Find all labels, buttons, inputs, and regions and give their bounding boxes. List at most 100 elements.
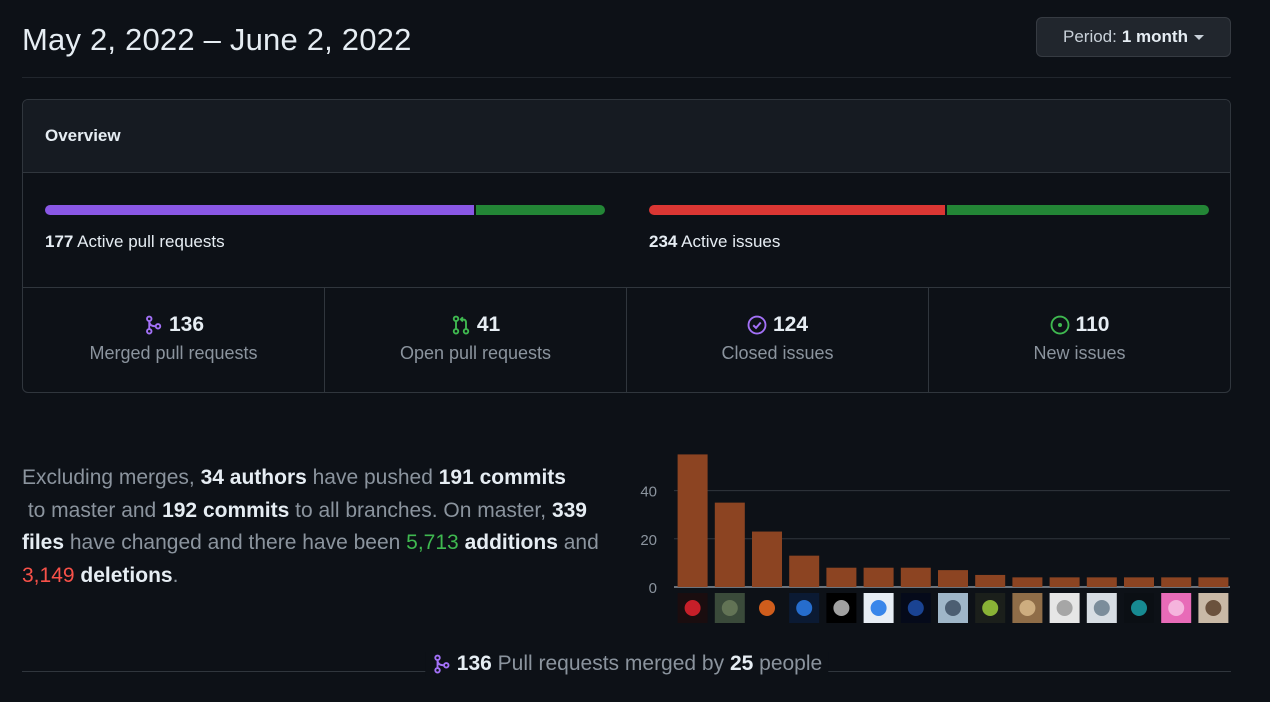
hat-character-avatar-icon[interactable] [1012, 593, 1043, 623]
portrait-avatar-icon[interactable] [1086, 593, 1117, 623]
bar-author-6 [863, 567, 894, 587]
new-count: 110 [1075, 313, 1110, 336]
avatar-glyph [982, 600, 999, 616]
pull-requests-progress-bar [45, 205, 605, 215]
y-tick-label: 20 [640, 532, 657, 549]
active-pull-requests[interactable]: 177 Active pull requests [45, 205, 605, 252]
open-label: Open pull requests [399, 343, 552, 363]
avatar-glyph [1056, 600, 1073, 616]
bar-author-13 [1124, 577, 1154, 587]
footer-text-1: Pull requests merged by [491, 652, 730, 675]
new-segment [946, 205, 1209, 215]
closed-segment [649, 205, 945, 215]
authors-link[interactable]: 34 authors [200, 466, 307, 489]
bar-author-9 [975, 574, 1006, 587]
issue-closed-icon [747, 315, 767, 335]
active-issues-label: Active issues [681, 232, 781, 251]
summary-text-5: have changed and there have been [64, 531, 407, 554]
git-merge-icon [433, 654, 449, 674]
avatar-glyph [721, 600, 738, 616]
commits-master: 191 commits [438, 466, 566, 489]
stat-closed-issues[interactable]: 124 Closed issues [627, 288, 929, 392]
overview-stats: 136 Merged pull requests 41 Open pull re… [23, 288, 1230, 392]
merged-count: 136 [168, 313, 205, 336]
k-logo-avatar-icon[interactable] [789, 593, 820, 623]
mask-avatar-icon[interactable] [826, 593, 857, 623]
avatar-glyph [1131, 600, 1147, 616]
y-tick-label: 40 [640, 484, 657, 501]
bar-author-11 [1049, 577, 1080, 587]
red-chevron-avatar-icon[interactable] [677, 593, 708, 623]
issues-progress-bar [649, 205, 1209, 215]
lambda-avatar-icon[interactable] [752, 593, 782, 623]
cartoon-face-avatar-icon[interactable] [863, 593, 894, 623]
active-issues-count: 234 [649, 232, 678, 251]
summary-text-6: and [557, 531, 605, 554]
merged-segment [45, 205, 474, 215]
avatar-glyph [833, 600, 850, 616]
period-dropdown-button[interactable]: Period: 1 month [1036, 17, 1231, 57]
bar-author-8 [938, 570, 968, 587]
bar-author-7 [900, 567, 931, 587]
footer-text: 136 Pull requests merged by 25 people [424, 652, 829, 676]
avatar-glyph [870, 600, 887, 616]
bar-author-3 [752, 531, 782, 587]
bar-author-12 [1086, 577, 1117, 587]
anime-avatar-icon[interactable] [1161, 593, 1192, 623]
closed-label: Closed issues [721, 343, 834, 363]
deletions-word: deletions [80, 563, 173, 587]
period-label: Period: [1063, 27, 1117, 46]
contributors-chart: 0 20 40 [630, 440, 1232, 630]
camo-avatar-icon[interactable] [714, 593, 745, 623]
active-pull-requests-count: 177 [45, 232, 74, 251]
open-count: 41 [476, 313, 501, 336]
active-pull-requests-label: Active pull requests [77, 232, 225, 251]
summary-text-2: have pushed [306, 466, 439, 489]
footer-text-2: people [753, 652, 823, 675]
photo-avatar-icon[interactable] [938, 593, 968, 623]
github-octocat-avatar-icon[interactable] [1049, 593, 1080, 623]
avatar-glyph [907, 600, 924, 616]
bar-author-4 [789, 555, 820, 587]
stat-new-issues[interactable]: 110 New issues [929, 288, 1230, 392]
deletions-count: 3,149 [22, 563, 75, 587]
overview-title: Overview [45, 126, 121, 145]
overview-header: Overview [23, 100, 1230, 173]
avatar-glyph [1019, 600, 1036, 616]
commit-summary: Excluding merges, 34 authors have pushed… [22, 462, 622, 592]
overview-bars: 177 Active pull requests 234 Active issu… [23, 173, 1230, 288]
bar-author-1 [677, 454, 708, 587]
summary-text-7: . [172, 563, 179, 587]
cat-avatar-icon[interactable] [1198, 593, 1229, 623]
commits-all-branches: 192 commits [162, 498, 290, 522]
avatar-glyph [1093, 600, 1110, 616]
teal-figure-avatar-icon[interactable] [1124, 593, 1154, 623]
bar-author-14 [1161, 577, 1192, 587]
footer-people-count: 25 [729, 652, 754, 675]
stat-open-pull-requests[interactable]: 41 Open pull requests [325, 288, 627, 392]
y-tick-label: 0 [649, 580, 657, 597]
active-issues[interactable]: 234 Active issues [649, 205, 1209, 252]
summary-text-1: Excluding merges, [22, 466, 201, 489]
bar-author-5 [826, 567, 857, 587]
summary-text-3: to master and [22, 498, 163, 522]
avatar-glyph [1168, 600, 1185, 616]
caret-down-icon [1193, 34, 1204, 40]
files-changed: 339 files [22, 498, 587, 555]
avatar-glyph [796, 600, 813, 616]
merged-label: Merged pull requests [89, 343, 258, 363]
avatar-glyph [1205, 600, 1222, 616]
bar-author-15 [1198, 577, 1229, 587]
avatar-glyph [684, 600, 701, 616]
footer-merged-count: 136 [456, 652, 492, 675]
hooded-figure-avatar-icon[interactable] [900, 593, 931, 623]
additions-count: 5,713 [406, 531, 459, 554]
summary-text-4: to all branches. On master, [289, 498, 552, 522]
git-merge-icon [146, 315, 162, 335]
date-range-title: May 2, 2022 – June 2, 2022 [22, 22, 412, 57]
git-pull-request-icon [452, 315, 469, 335]
stat-merged-pull-requests[interactable]: 136 Merged pull requests [23, 288, 325, 392]
avatar-glyph [759, 600, 775, 616]
pixel-art-avatar-icon[interactable] [975, 593, 1006, 623]
additions-word: additions [464, 531, 558, 554]
